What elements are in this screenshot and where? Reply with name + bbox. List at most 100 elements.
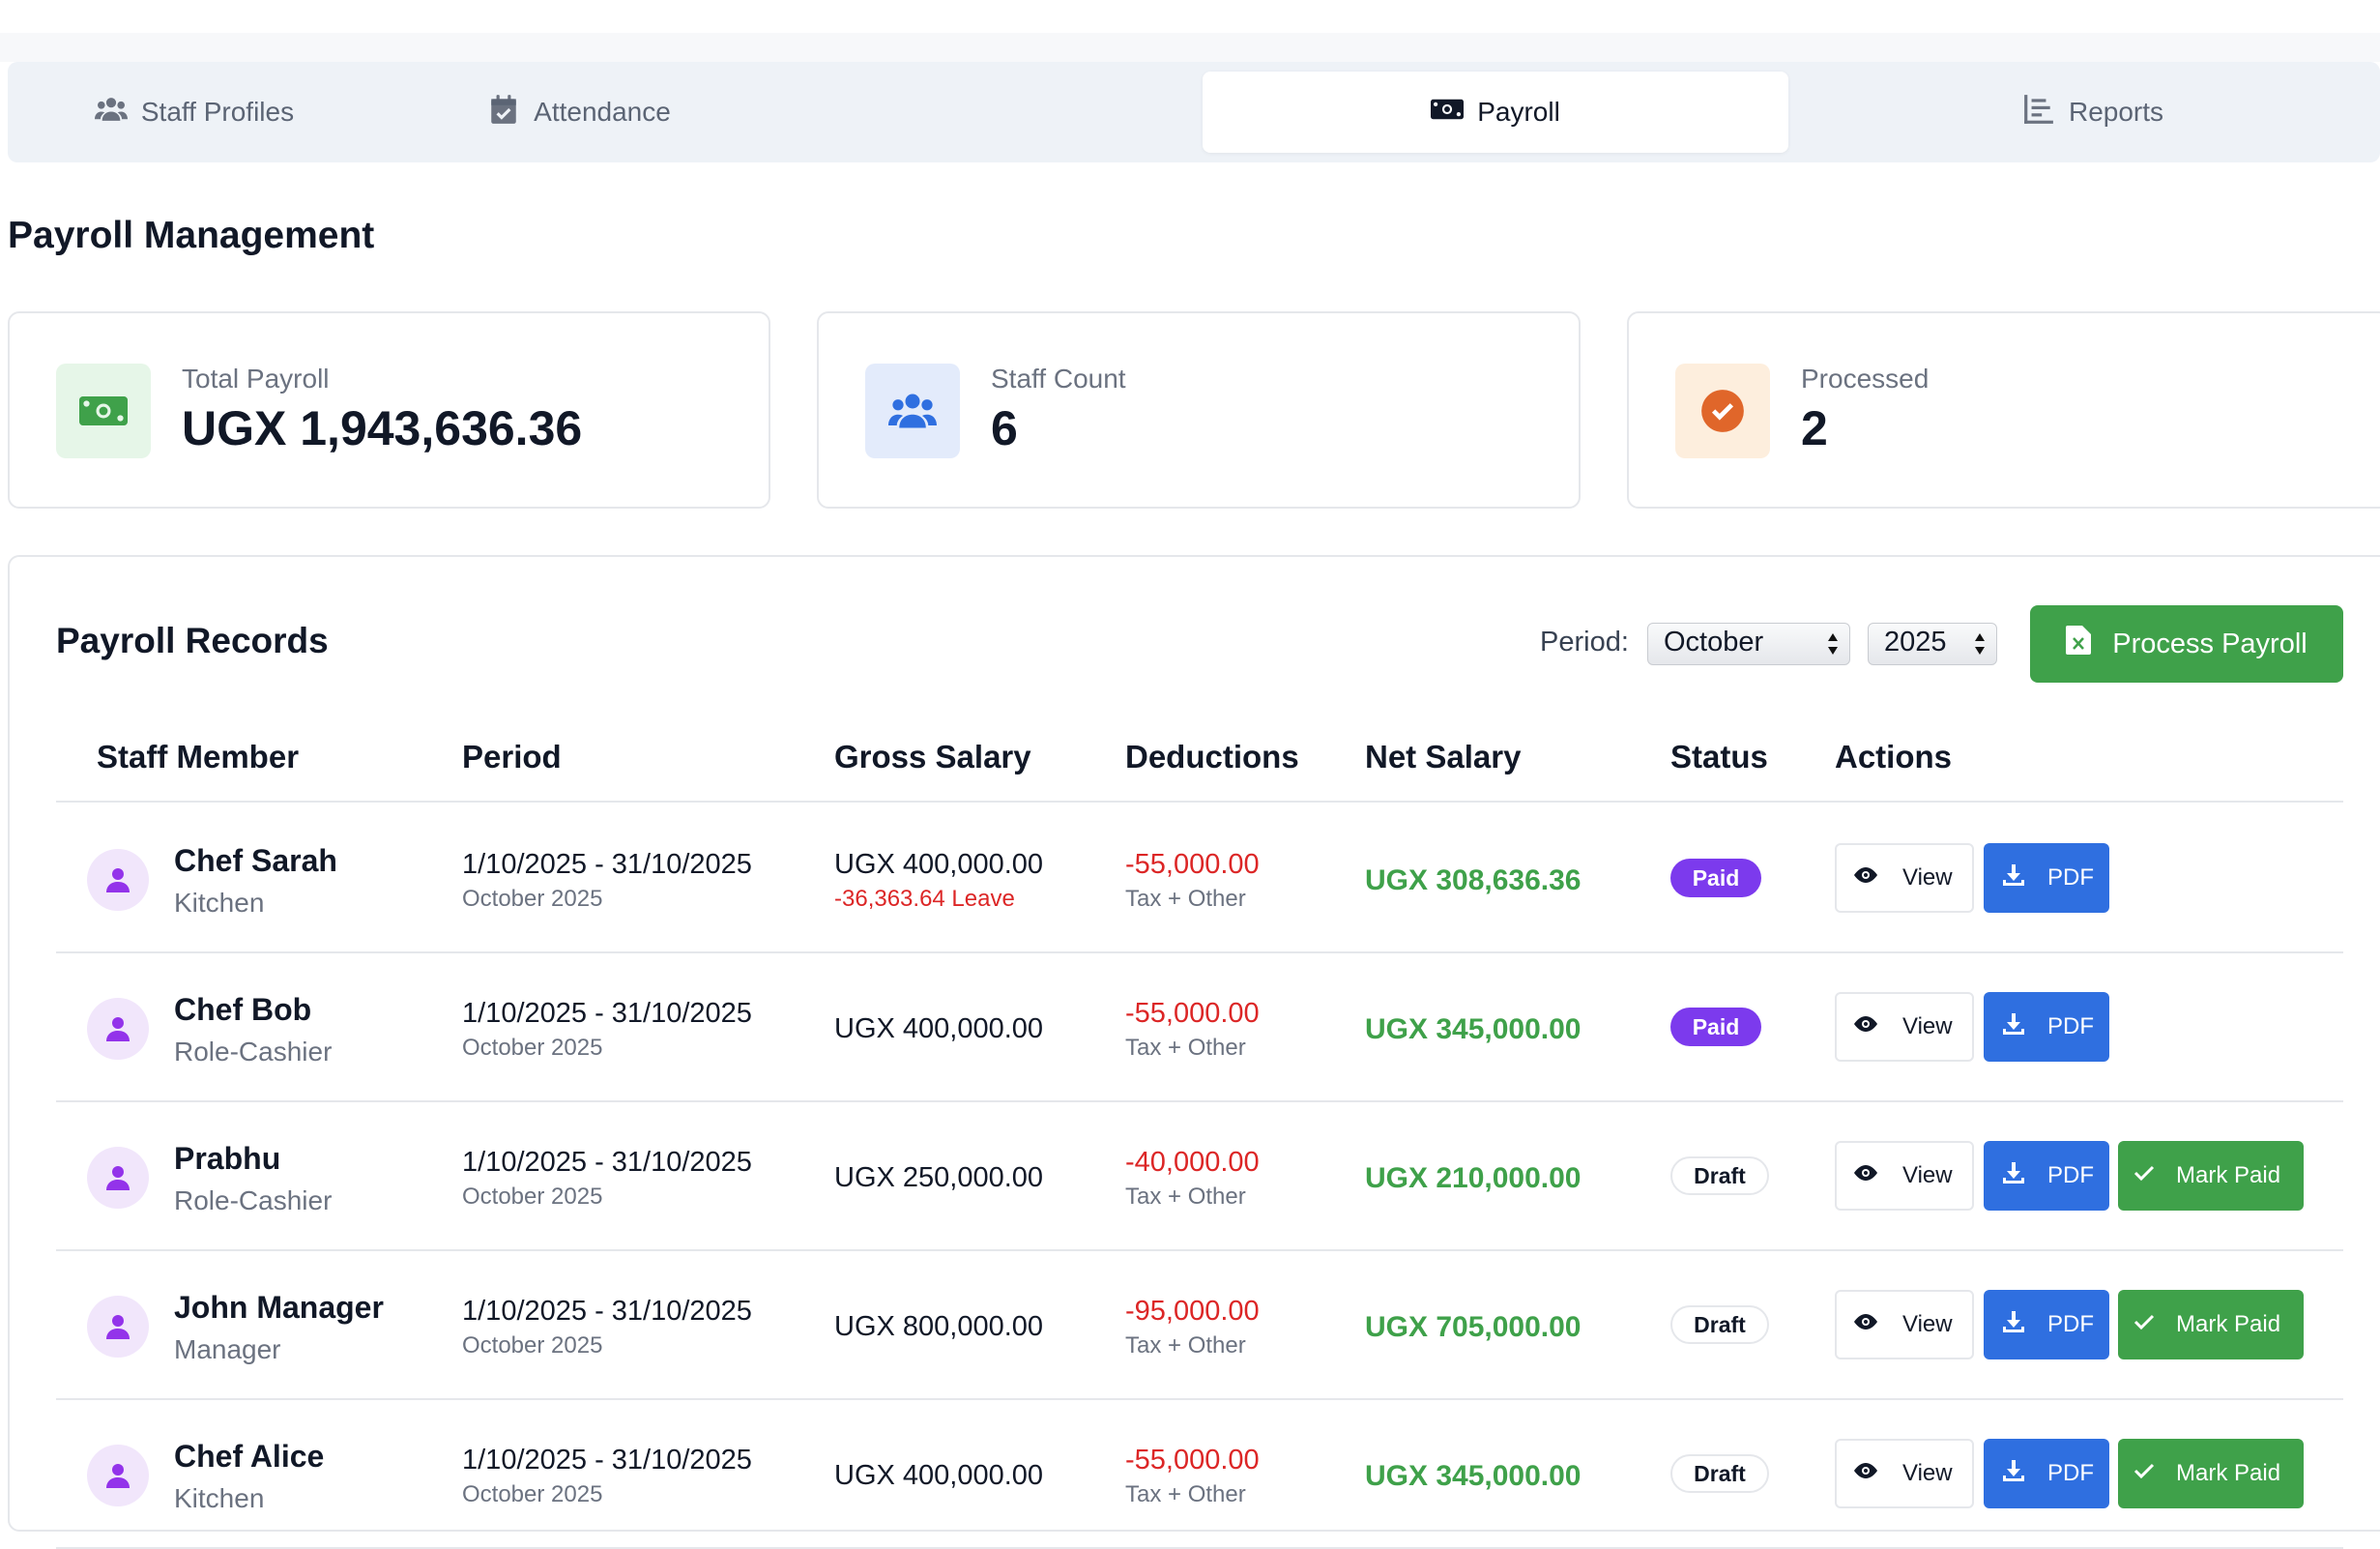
status-badge: Draft [1670,1454,1769,1493]
gross-salary: UGX 400,000.00 [834,1013,1044,1044]
column-header: Gross Salary [834,739,1031,774]
download-icon [2001,1160,2026,1192]
tab-bar: Staff Profiles Attendance Payroll Report… [8,62,2380,162]
deductions-note: Tax + Other [1125,1184,1246,1210]
pdf-button[interactable]: PDF [1984,1439,2109,1508]
stat-card-total-payroll: Total Payroll UGX 1,943,636.36 [8,311,770,509]
gross-salary: UGX 250,000.00 [834,1162,1044,1193]
tab-reports[interactable]: Reports [1800,72,2380,153]
check-icon [2132,1458,2157,1490]
tab-label: Staff Profiles [140,97,295,127]
table-row: Chef Sarah Kitchen 1/10/2025 - 31/10/202… [56,804,2343,953]
mark-paid-button[interactable]: Mark Paid [2118,1439,2304,1508]
stat-card-staff-count: Staff Count 6 [817,311,1581,509]
eye-icon [1852,862,1879,895]
deductions-note: Tax + Other [1125,1035,1246,1061]
stat-card-processed: Processed 2 [1627,311,2380,509]
view-button[interactable]: View [1835,1290,1974,1359]
tab-staff-profiles[interactable]: Staff Profiles [8,72,381,153]
pdf-button[interactable]: PDF [1984,1141,2109,1211]
column-header: Period [462,739,562,774]
users-icon [865,364,960,458]
status-badge: Draft [1670,1156,1769,1195]
gross-salary: UGX 800,000.00 [834,1311,1044,1342]
period-range: 1/10/2025 - 31/10/2025 [462,1445,752,1476]
download-icon [2001,1458,2026,1490]
net-salary: UGX 210,000.00 [1365,1162,1582,1194]
stat-label: Total Payroll [182,364,330,394]
month-select[interactable]: October [1647,623,1850,665]
mark-paid-button[interactable]: Mark Paid [2118,1290,2304,1359]
user-icon [87,1296,149,1358]
pdf-label: PDF [2047,1162,2094,1188]
eye-icon [1852,1159,1879,1193]
pdf-label: PDF [2047,864,2094,891]
deductions-note: Tax + Other [1125,1332,1246,1359]
deductions-note: Tax + Other [1125,1481,1246,1507]
net-salary: UGX 345,000.00 [1365,1460,1582,1492]
process-payroll-button[interactable]: Process Payroll [2030,605,2343,683]
view-button[interactable]: View [1835,1439,1974,1508]
table-row: Chef Alice Kitchen 1/10/2025 - 31/10/202… [56,1400,2343,1549]
gross-leave-note: -36,363.64 Leave [834,886,1015,912]
deductions: -55,000.00 [1125,998,1260,1029]
deductions: -55,000.00 [1125,849,1260,880]
users-icon [94,93,128,132]
stat-value: UGX 1,943,636.36 [182,401,583,455]
staff-name: John Manager [174,1290,384,1325]
period-range: 1/10/2025 - 31/10/2025 [462,849,752,880]
mark-paid-label: Mark Paid [2176,1460,2281,1486]
check-icon [2132,1309,2157,1341]
view-label: View [1902,864,1953,891]
column-header: Status [1670,739,1768,774]
staff-name: Chef Sarah [174,843,337,878]
status-badge: Draft [1670,1305,1769,1344]
download-icon [2001,1011,2026,1043]
staff-role: Role-Cashier [174,1037,333,1067]
pdf-button[interactable]: PDF [1984,992,2109,1062]
table-header: Staff Member Period Gross Salary Deducti… [56,739,2343,803]
period-label: Period: [1540,627,1629,658]
tab-payroll[interactable]: Payroll [1203,72,1788,153]
view-label: View [1902,1162,1953,1188]
money-bill-icon [1431,93,1465,132]
column-header: Net Salary [1365,739,1522,774]
period-month: October 2025 [462,1035,603,1061]
gross-salary: UGX 400,000.00 [834,1460,1044,1491]
period-month: October 2025 [462,886,603,912]
select-arrows-icon [1828,633,1838,655]
staff-name: Chef Bob [174,992,312,1027]
staff-role: Kitchen [174,1483,265,1513]
table-row: Prabhu Role-Cashier 1/10/2025 - 31/10/20… [56,1102,2343,1251]
view-button[interactable]: View [1835,843,1974,913]
period-month: October 2025 [462,1332,603,1359]
calendar-check-icon [487,93,520,132]
tab-label: Payroll [1477,97,1560,127]
download-icon [2001,862,2026,894]
payroll-records-panel: Payroll Records Period: October 2025 Pro… [8,555,2380,1549]
stat-label: Processed [1801,364,1930,394]
process-payroll-label: Process Payroll [2112,628,2307,659]
tab-attendance[interactable]: Attendance [392,72,766,153]
period-range: 1/10/2025 - 31/10/2025 [462,1147,752,1178]
mark-paid-button[interactable]: Mark Paid [2118,1141,2304,1211]
pdf-button[interactable]: PDF [1984,843,2109,913]
view-button[interactable]: View [1835,992,1974,1062]
column-header: Staff Member [97,739,300,774]
year-select[interactable]: 2025 [1868,623,1997,665]
view-button[interactable]: View [1835,1141,1974,1211]
download-icon [2001,1309,2026,1341]
view-label: View [1902,1013,1953,1039]
table-row: Chef Bob Role-Cashier 1/10/2025 - 31/10/… [56,953,2343,1102]
pdf-label: PDF [2047,1460,2094,1486]
mark-paid-label: Mark Paid [2176,1162,2281,1188]
deductions: -55,000.00 [1125,1445,1260,1476]
net-salary: UGX 345,000.00 [1365,1013,1582,1045]
staff-name: Prabhu [174,1141,281,1176]
status-badge: Paid [1670,1008,1761,1046]
staff-name: Chef Alice [174,1439,325,1474]
table-row: John Manager Manager 1/10/2025 - 31/10/2… [56,1251,2343,1400]
net-salary: UGX 705,000.00 [1365,1311,1582,1343]
pdf-button[interactable]: PDF [1984,1290,2109,1359]
staff-role: Role-Cashier [174,1185,333,1215]
